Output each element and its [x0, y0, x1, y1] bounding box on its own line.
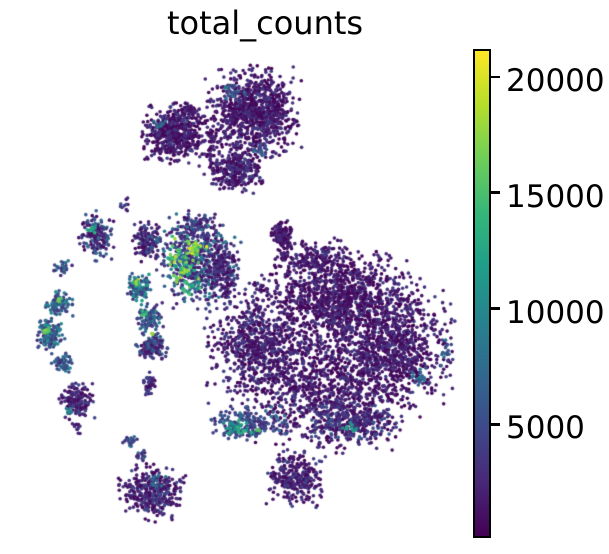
chart-title: total_counts — [166, 4, 364, 42]
colorbar-tick-label: 5000 — [506, 410, 585, 447]
colorbar: 5000 10000 15000 20000 — [473, 49, 605, 538]
colorbar-tick-mark — [491, 191, 500, 194]
colorbar-tick-mark — [491, 423, 500, 426]
colorbar-tick-label: 15000 — [506, 178, 605, 215]
colorbar-gradient — [473, 49, 491, 538]
colorbar-tick-label: 10000 — [506, 294, 605, 331]
colorbar-tick-label: 20000 — [506, 62, 605, 99]
colorbar-tick-mark — [491, 75, 500, 79]
colorbar-tick-mark — [491, 307, 500, 310]
